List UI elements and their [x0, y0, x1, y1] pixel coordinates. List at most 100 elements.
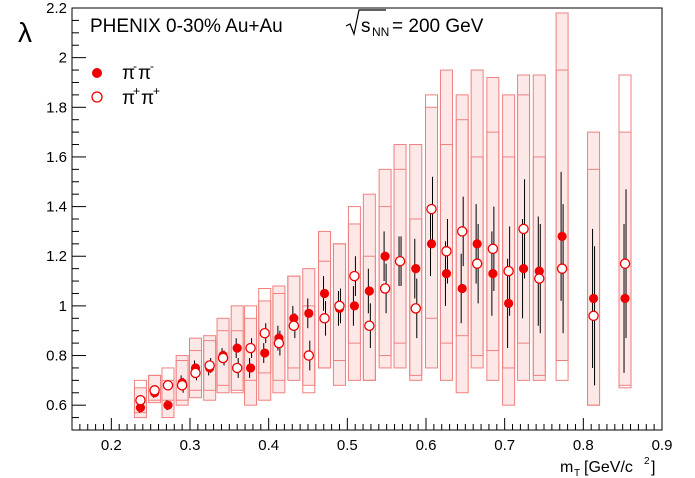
systematic-box [258, 288, 272, 374]
data-point-open [588, 310, 599, 322]
systematic-box [244, 317, 258, 406]
y-axis-ticks: 0.6 0.8 1 1.2 1.4 1.6 1.8 2 2.2 [46, 0, 86, 431]
systematic-box [486, 131, 500, 352]
legend-label-base2: π [141, 88, 154, 109]
data-point-filled [504, 298, 514, 308]
data-point-open [487, 243, 499, 255]
data-point-open [619, 258, 631, 269]
legend-label-sup: - [133, 59, 137, 73]
y-tick-label: 0.8 [46, 348, 67, 365]
x-tick-label: 0.8 [573, 437, 594, 454]
data-point-filled [364, 286, 374, 296]
data-point-open [204, 360, 215, 371]
systematic-box [555, 69, 569, 381]
systematic-box [230, 330, 244, 394]
systematic-box [409, 144, 423, 381]
y-tick-label: 2.2 [46, 0, 67, 17]
y-tick-label: 1.8 [46, 99, 67, 116]
legend-label-sup2: + [153, 84, 160, 98]
data-point-open [456, 226, 468, 237]
systematic-box [470, 69, 484, 369]
sqrt-s-subscript: NN [372, 25, 389, 39]
systematic-box [133, 379, 147, 414]
systematic-box [532, 156, 546, 376]
x-tick-label: 0.6 [416, 437, 437, 454]
data-point-filled [232, 343, 242, 353]
x-axis-label-units: [GeV/c [584, 459, 633, 476]
x-axis-ticks: 0.2 0.3 0.4 0.5 0.6 0.7 0.8 0.9 [71, 418, 673, 454]
x-axis-label-main: m [560, 459, 573, 476]
legend-entry-pi-minus: π - π - [92, 59, 154, 84]
y-tick-label: 1 [59, 298, 67, 315]
data-point-open [518, 223, 529, 235]
data-point-open [556, 263, 568, 274]
systematic-box [272, 292, 286, 381]
data-point-open [364, 320, 375, 331]
data-point-filled [518, 264, 529, 274]
data-point-filled [441, 269, 452, 279]
x-axis-label-units-close: ] [651, 459, 655, 476]
systematic-box [161, 367, 175, 401]
data-point-filled [349, 301, 360, 311]
sqrt-symbol [345, 9, 386, 37]
systematic-box [332, 243, 346, 361]
systematic-box [618, 74, 632, 389]
data-point-open [245, 342, 256, 354]
systematic-box [189, 350, 203, 391]
systematic-box [287, 275, 301, 369]
data-point-filled [620, 293, 630, 304]
systematic-box [455, 94, 469, 394]
data-point-open [334, 300, 345, 312]
data-point-open [288, 320, 300, 331]
systematic-box [439, 144, 453, 344]
data-point-filled [472, 239, 482, 249]
data-point-filled [380, 251, 390, 261]
systematic-box [455, 119, 469, 337]
systematic-box [517, 94, 531, 344]
systematic-box [502, 94, 516, 406]
data-point-open [303, 350, 315, 361]
data-point-filled [289, 313, 299, 323]
sqrt-s-label: s [361, 16, 371, 37]
y-tick-label: 1.2 [46, 248, 67, 265]
data-markers [135, 203, 631, 413]
systematic-box [318, 230, 332, 369]
systematic-box [532, 74, 546, 381]
systematic-box [302, 268, 316, 386]
data-point-open [162, 380, 174, 391]
legend-label-base: π [122, 63, 135, 84]
data-point-open [503, 265, 514, 277]
data-point-filled [534, 266, 544, 276]
data-point-open [441, 246, 452, 257]
systematic-box [409, 218, 423, 376]
systematic-box [362, 255, 376, 381]
y-tick-label: 2 [59, 50, 67, 67]
systematic-box [587, 168, 601, 406]
legend-label-sup2: - [150, 59, 154, 73]
systematic-box [555, 12, 569, 361]
systematic-box [203, 340, 217, 391]
x-tick-label: 0.2 [101, 437, 122, 454]
chart-title: PHENIX 0-30% Au+Au [90, 16, 283, 37]
data-point-open [217, 352, 229, 364]
data-point-open [190, 367, 201, 379]
data-point-open [426, 203, 437, 215]
systematic-bands [133, 12, 632, 419]
data-point-open [176, 380, 188, 391]
data-point-open [273, 337, 285, 349]
data-point-filled [426, 239, 437, 249]
systematic-box [425, 94, 439, 319]
legend-marker-filled [92, 68, 102, 78]
data-point-open [259, 327, 270, 339]
systematic-box [439, 69, 453, 381]
systematic-box [470, 156, 484, 357]
data-point-open [410, 303, 422, 314]
x-tick-label: 0.9 [652, 437, 673, 454]
systematic-box [502, 156, 516, 369]
y-tick-label: 1.6 [46, 149, 67, 166]
data-point-filled [245, 363, 256, 373]
data-point-filled [411, 264, 421, 274]
systematic-box [486, 77, 500, 381]
energy-value: = 200 GeV [392, 16, 484, 37]
